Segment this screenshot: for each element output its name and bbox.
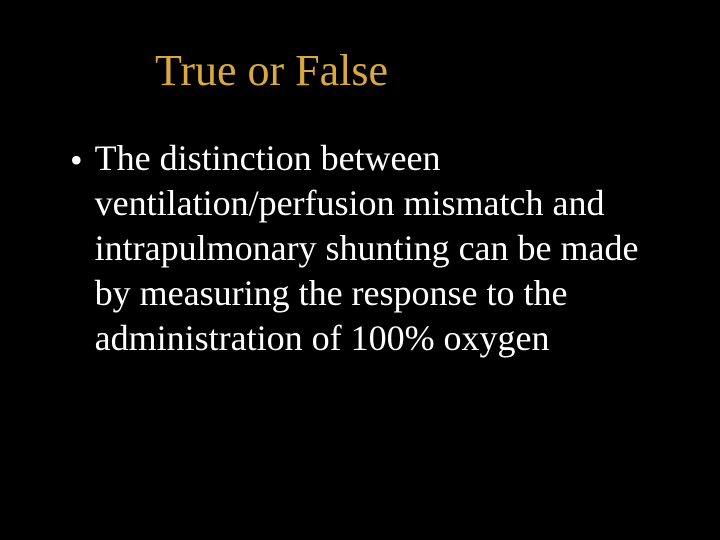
bullet-marker: • [70,138,83,183]
bullet-item: • The distinction between ventilation/pe… [60,136,660,361]
slide-title: True or False [155,45,660,96]
slide-container: True or False • The distinction between … [0,0,720,540]
slide-body-text: The distinction between ventilation/perf… [95,136,660,361]
